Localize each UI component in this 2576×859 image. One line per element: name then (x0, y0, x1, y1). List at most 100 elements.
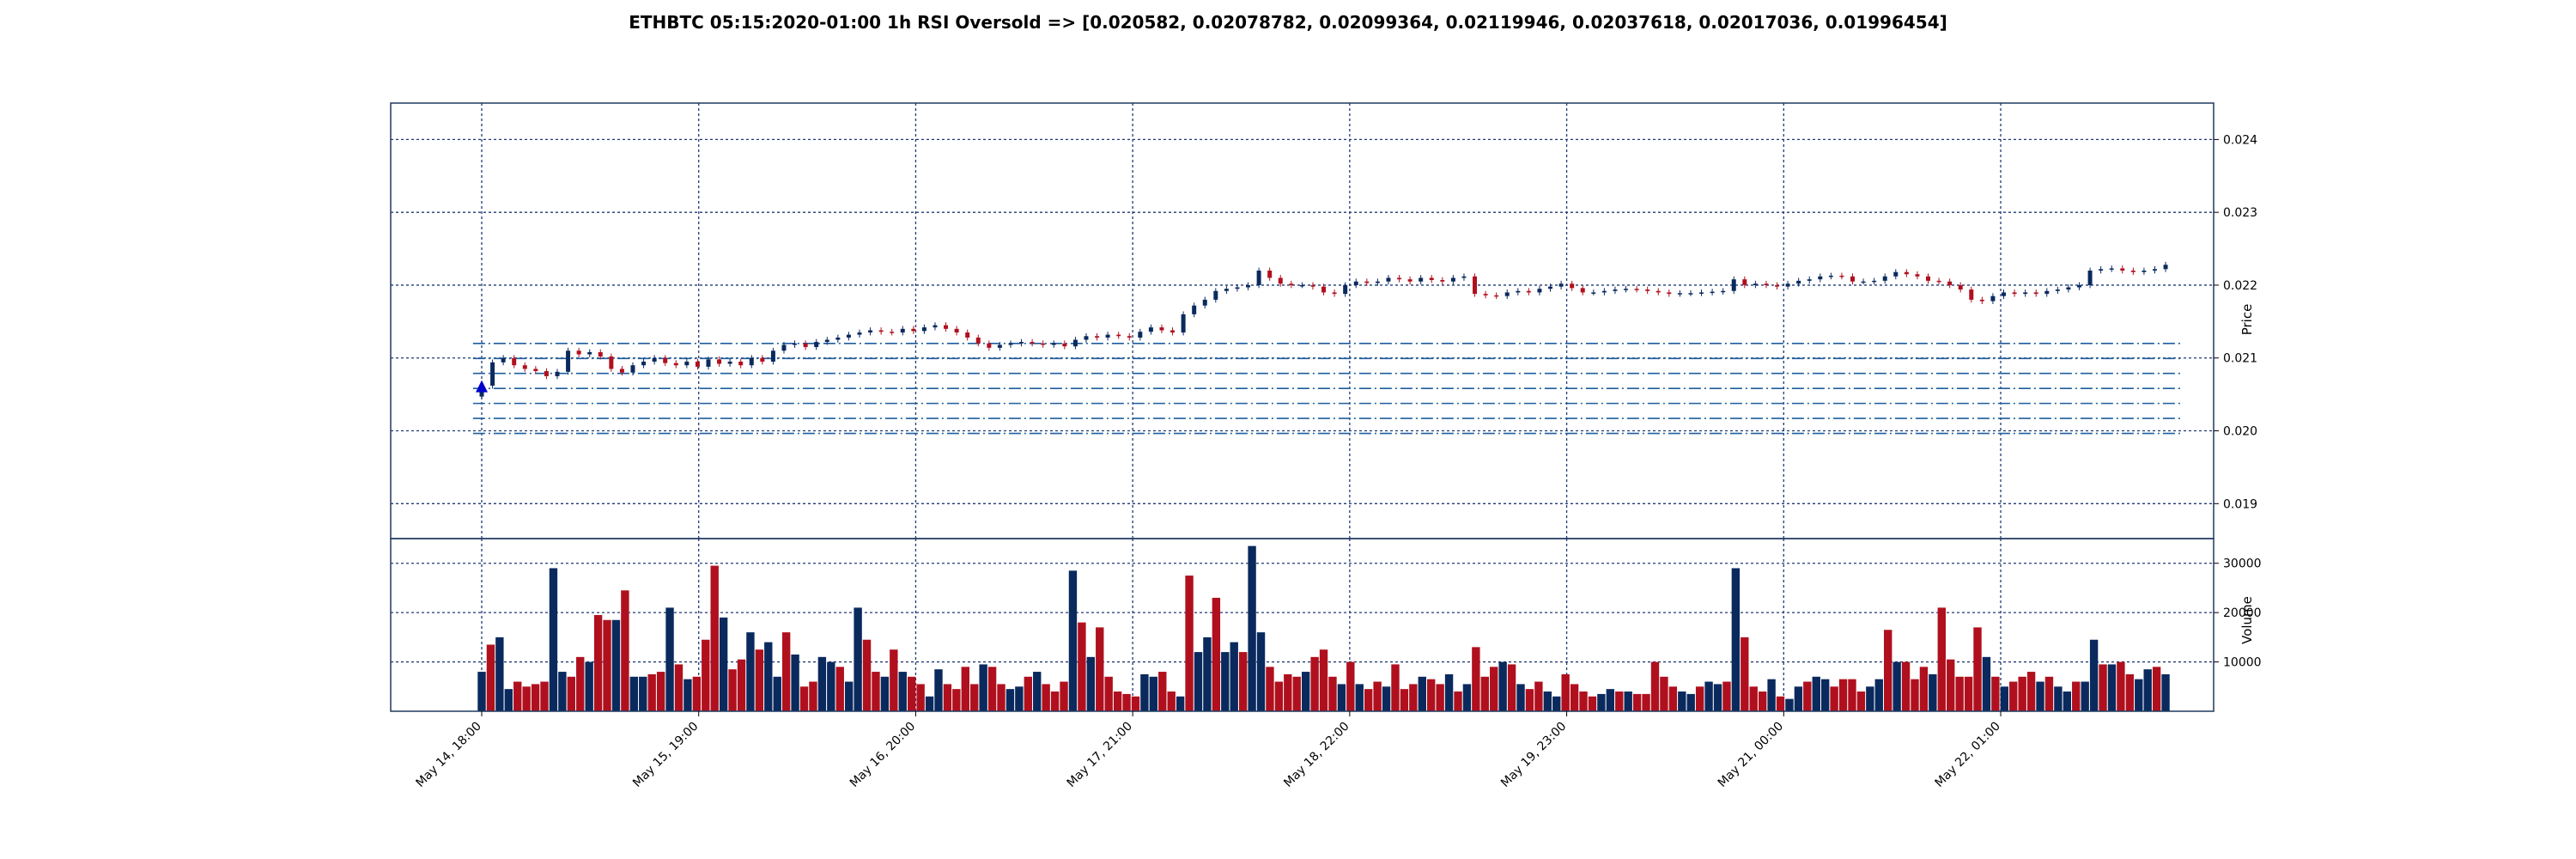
volume-bar (2054, 686, 2063, 711)
volume-bar (970, 684, 979, 711)
candle-body (793, 343, 798, 345)
volume-bar (835, 667, 844, 711)
x-tick-label: May 21, 00:00 (1716, 720, 1786, 790)
price-tick-label: 0.020 (2223, 425, 2257, 439)
volume-bar (1472, 647, 1480, 711)
candle-body (2099, 269, 2104, 271)
candle-body (1721, 290, 1726, 293)
volume-bar (719, 617, 728, 711)
volume-bar (1552, 696, 1561, 711)
volume-bar (2143, 669, 2152, 711)
volume-bar (1256, 632, 1266, 711)
volume-bar (1490, 667, 1498, 711)
volume-bar (1373, 681, 1382, 711)
volume-bar (1874, 679, 1883, 711)
candle-body (1926, 276, 1931, 281)
volume-bar (683, 679, 692, 711)
candle-body (566, 350, 571, 372)
volume-bar (665, 607, 674, 711)
candle-body (1440, 280, 1445, 282)
candle-body (1084, 336, 1089, 340)
volume-bar (2135, 679, 2143, 711)
candle-body (630, 365, 635, 373)
candle-body (997, 344, 1002, 348)
volume-bar (1096, 627, 1104, 711)
volume-bar (1185, 576, 1194, 711)
volume-bar (1068, 570, 1078, 711)
candle-body (1613, 289, 1618, 291)
price-tick-label: 0.022 (2223, 279, 2257, 293)
candle-body (1731, 279, 1736, 291)
candle-body (1159, 327, 1164, 331)
candle-body (1828, 275, 1833, 277)
candle-body (1407, 279, 1413, 282)
candle-body (2044, 290, 2050, 295)
volume-bar (1024, 676, 1032, 711)
volume-bar (934, 669, 943, 711)
candle-body (965, 332, 970, 338)
volume-bar (1794, 686, 1803, 711)
candle-body (2163, 265, 2168, 270)
volume-bar (2018, 676, 2026, 711)
candle-body (1138, 332, 1143, 338)
volume-bar (1230, 642, 1238, 711)
volume-bar (1194, 652, 1203, 711)
volume-bar (1033, 672, 1042, 711)
x-tick-label: May 16, 20:00 (848, 720, 918, 790)
candle-body (868, 330, 873, 333)
volume-bar (1820, 679, 1830, 711)
volume-bar (1337, 684, 1346, 711)
volume-bar (1149, 676, 1158, 711)
volume-bar (1731, 568, 1741, 711)
volume-bar (647, 673, 656, 711)
signal-markers (476, 380, 488, 393)
volume-bar (1248, 545, 1256, 711)
volume-bar (692, 676, 702, 711)
candle-body (1882, 276, 1887, 281)
candle-body (1807, 279, 1812, 281)
volume-bar (854, 607, 862, 711)
volume-bar (1078, 622, 1086, 711)
candle-body (1192, 305, 1197, 314)
volume-bar (1238, 652, 1248, 711)
volume-bar (1060, 681, 1068, 711)
volume-bar (764, 642, 773, 711)
candle-body (587, 351, 592, 355)
volume-bar (1624, 691, 1632, 711)
volume-bar (2107, 664, 2117, 711)
volume-bar (1212, 597, 1221, 711)
volume-bar (2081, 681, 2089, 711)
volume-bar (1982, 656, 1991, 711)
candle-body (1688, 293, 1693, 295)
volume-bar (997, 684, 1005, 711)
candle-body (1958, 284, 1963, 290)
candle-body (1893, 271, 1899, 277)
volume-bar (898, 672, 907, 711)
volume-bar (1050, 691, 1060, 711)
volume-bar (1543, 691, 1552, 711)
volume-bar (2026, 672, 2036, 711)
candle-body (1570, 283, 1575, 289)
x-tick-label: May 17, 21:00 (1065, 720, 1135, 790)
candle-body (663, 357, 668, 363)
candle-body (1548, 286, 1553, 289)
candle-body (1289, 283, 1294, 285)
candle-body (2087, 271, 2093, 285)
candle-body (1796, 280, 1801, 284)
candle-body (1936, 280, 1941, 283)
x-tick-label: May 14, 18:00 (413, 720, 483, 790)
volume-tick-label: 30000 (2223, 557, 2262, 571)
candle-body (2076, 284, 2081, 288)
volume-bar (952, 689, 961, 711)
volume-bar (862, 639, 872, 711)
volume-bar (827, 661, 835, 711)
volume-bar (817, 656, 827, 711)
candle-body (770, 350, 775, 362)
candle-body (738, 361, 744, 366)
candle-body (1256, 271, 1261, 285)
candle-body (1537, 289, 1542, 293)
candle-body (1904, 271, 1909, 275)
volume-bar (890, 649, 898, 711)
volume-bar (1346, 661, 1355, 711)
volume-bar (746, 632, 755, 711)
